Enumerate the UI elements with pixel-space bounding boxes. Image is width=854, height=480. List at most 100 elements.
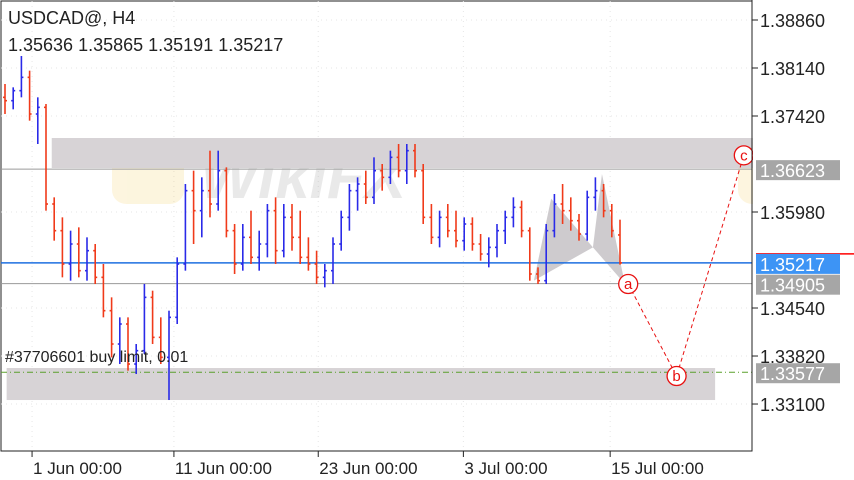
price-tick-label: 1.33820 xyxy=(760,347,825,367)
ohlc-bar xyxy=(527,227,532,281)
ohlc-bar xyxy=(519,200,524,238)
ohlc-bar xyxy=(249,210,253,265)
order-label: #37706601 buy limit, 0.01 xyxy=(5,349,189,366)
ohlc-bar xyxy=(126,317,130,371)
price-tick-label: 1.38140 xyxy=(760,59,825,79)
wave-label: a xyxy=(624,276,633,293)
ohlc-bar xyxy=(158,317,163,365)
ohlc-bar xyxy=(486,237,491,268)
ohlc-bar xyxy=(380,164,385,191)
ohlc-bar xyxy=(183,184,188,271)
price-tag-bg xyxy=(756,274,840,295)
ohlc-bar xyxy=(462,217,467,251)
ohlc-bar xyxy=(208,150,212,218)
zone-rectangle xyxy=(6,368,716,401)
harmonic-pattern-shape xyxy=(592,174,625,285)
ohlc-bar xyxy=(265,204,270,258)
ohlc-bar xyxy=(191,170,196,245)
symbol-timeframe: USDCAD@, H4 xyxy=(8,8,136,28)
price-tag-bg xyxy=(756,160,840,181)
ohlc-bar xyxy=(536,267,540,285)
price-tag-current: 1.35217 xyxy=(760,255,825,275)
ohlc-bar xyxy=(445,204,450,238)
time-tick-label: 23 Jun 00:00 xyxy=(319,459,417,478)
ohlc-bar xyxy=(281,204,286,258)
price-tick-label: 1.35980 xyxy=(760,203,825,223)
ohlc-bar xyxy=(134,344,139,375)
ohlc-bar xyxy=(413,144,417,178)
ohlc-bar xyxy=(19,56,24,98)
ohlc-bar xyxy=(240,224,245,271)
ohlc-bar xyxy=(224,167,229,238)
ohlc-bar xyxy=(109,297,114,358)
ohlc-bar xyxy=(601,184,606,218)
ohlc-bar xyxy=(437,210,442,248)
harmonic-pattern-shape xyxy=(533,198,593,281)
ohlc-bar xyxy=(273,197,278,265)
ohlc-bar xyxy=(85,237,89,281)
ohlc-values: 1.35636 1.35865 1.35191 1.35217 xyxy=(8,35,284,55)
price-tick-label: 1.37420 xyxy=(760,107,825,127)
price-tag-order: 1.33577 xyxy=(760,364,825,384)
ohlc-bar xyxy=(314,250,319,285)
price-tag-bg xyxy=(756,363,840,384)
ohlc-bar xyxy=(101,264,106,318)
price-tag-bg xyxy=(756,253,840,274)
wave-label: b xyxy=(672,368,680,385)
ohlc-bar xyxy=(117,317,122,365)
ohlc-bar xyxy=(232,224,237,275)
ohlc-bar xyxy=(560,184,565,225)
ohlc-bar xyxy=(339,210,344,251)
ohlc-bar xyxy=(552,194,557,238)
ohlc-bar xyxy=(199,177,204,238)
wave-point-a: a xyxy=(618,273,639,295)
ohlc-bar xyxy=(355,177,360,211)
ohlc-bar xyxy=(150,290,155,345)
ohlc-bar xyxy=(306,237,311,271)
ohlc-bar xyxy=(68,230,73,281)
ohlc-bar xyxy=(585,190,590,241)
ohlc-bar xyxy=(478,234,483,261)
ohlc-bar xyxy=(470,217,475,251)
ohlc-bar xyxy=(568,197,573,231)
price-tag-gray: 1.36623 xyxy=(760,161,825,181)
ohlc-bar xyxy=(503,210,508,245)
time-tick-label: 1 Jun 00:00 xyxy=(33,459,122,478)
ohlc-bar xyxy=(544,224,549,285)
wave-point-b: b xyxy=(666,365,687,387)
ohlc-bar xyxy=(347,184,352,231)
ohlc-bar xyxy=(175,257,180,325)
ohlc-bar xyxy=(495,224,499,258)
ohlc-bar xyxy=(257,230,262,271)
price-tag-gray: 1.34905 xyxy=(760,276,825,296)
zone-rectangle xyxy=(51,138,753,169)
price-tick-label: 1.38860 xyxy=(760,11,825,31)
ohlc-bar xyxy=(27,70,32,121)
ohlc-bar xyxy=(511,197,516,228)
ohlc-bar xyxy=(331,237,335,285)
ohlc-bar xyxy=(76,227,81,278)
ohlc-bar xyxy=(35,97,40,145)
wave-point-c: c xyxy=(733,145,754,166)
wave-marker xyxy=(618,273,639,295)
wave-line xyxy=(627,155,745,378)
ohlc-bar xyxy=(618,219,622,265)
price-axis-bg xyxy=(753,0,854,480)
ohlc-bar xyxy=(404,144,409,185)
ohlc-bar xyxy=(167,310,171,401)
ohlc-bar xyxy=(298,210,303,265)
wave-label: c xyxy=(740,147,748,164)
ohlc-bar xyxy=(216,150,221,211)
time-tick-label: 3 Jul 00:00 xyxy=(464,459,547,478)
price-tick-label: 1.33100 xyxy=(760,395,825,415)
ohlc-bar xyxy=(609,204,614,238)
ohlc-bar xyxy=(363,170,368,205)
ohlc-bar xyxy=(429,204,434,245)
time-tick-label: 15 Jul 00:00 xyxy=(611,459,704,478)
ohlc-bar xyxy=(93,244,98,285)
ohlc-bar xyxy=(142,284,147,355)
ohlc-bar xyxy=(421,164,426,225)
ohlc-bar xyxy=(372,157,376,205)
